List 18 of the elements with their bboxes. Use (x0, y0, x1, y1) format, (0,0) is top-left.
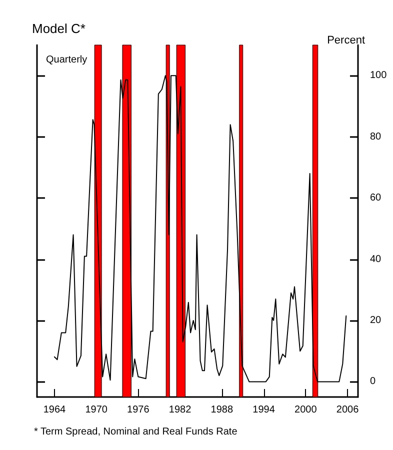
y-tick-label: 0 (370, 376, 376, 388)
y-tick-label: 80 (370, 131, 382, 142)
x-tick-label: 1970 (85, 404, 108, 416)
y-axis-title: Percent (327, 34, 366, 46)
text: Quarterly (46, 54, 88, 66)
x-tick-label: 1982 (168, 404, 192, 416)
x-tick-label: 1964 (43, 404, 66, 416)
x-tick-label: 1976 (127, 404, 150, 416)
x-tick-label: 1994 (252, 404, 276, 416)
y-tick-label: 40 (370, 254, 382, 265)
y-tick-label: 60 (370, 192, 382, 204)
x-tick-label: 2000 (294, 404, 318, 416)
chart-title: Model C* (32, 21, 86, 36)
x-tick-label: 1988 (210, 404, 234, 416)
y-tick-label: 100 (370, 70, 388, 82)
y-tick-label: 20 (370, 314, 382, 326)
x-tick-label: 2006 (336, 404, 360, 416)
text: * Term Spread, Nominal and Real Funds Rate (34, 426, 238, 438)
